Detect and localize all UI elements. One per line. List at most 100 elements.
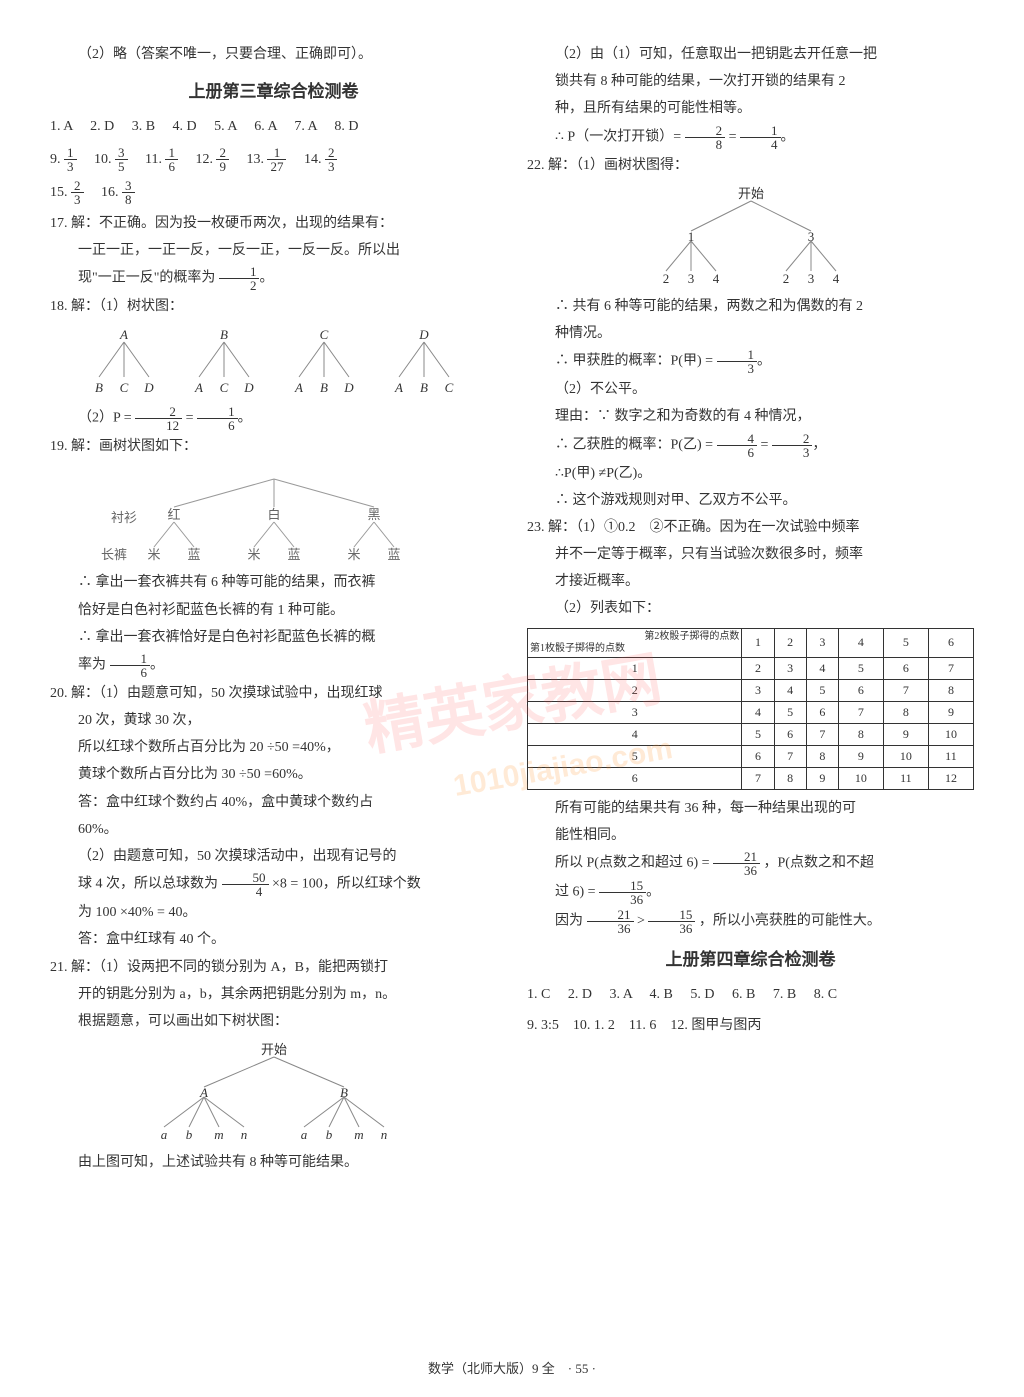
q23-e: 所有可能的结果共有 36 种，每一种结果出现的可: [527, 796, 974, 821]
svg-text:A: A: [119, 327, 128, 342]
q22-g: ∴ 乙获胜的概率：P(乙) = 46 = 23，: [527, 432, 974, 459]
q15-frac: 23: [71, 179, 84, 206]
col-h: 2: [774, 628, 806, 657]
q17-line1: 17. 解：不正确。因为投一枚硬币两次，出现的结果有：: [50, 211, 497, 236]
b7: 7. B: [773, 987, 796, 1002]
col-h: 6: [928, 628, 973, 657]
q23i-f2: 1536: [648, 908, 695, 935]
q22g-f1: 46: [717, 432, 758, 459]
q23g-pre: 所以 P(点数之和超过 6) =: [555, 856, 713, 871]
right-column: （2）由（1）可知，任意取出一把钥匙去开任意一把 锁共有 8 种可能的结果，一次…: [527, 40, 974, 1177]
q21-e: （2）由（1）可知，任意取出一把钥匙去开任意一把: [527, 42, 974, 67]
q20-h: 球 4 次，所以总球数为 504 ×8 = 100，所以红球个数: [50, 871, 497, 898]
q18b-f1: 212: [135, 405, 182, 432]
q21-g: 种，且所有结果的可能性相等。: [527, 96, 974, 121]
q21-tree: 开始 AB abmn abmn: [50, 1042, 497, 1142]
svg-text:a: a: [300, 1127, 307, 1142]
q14-frac: 23: [325, 146, 338, 173]
svg-text:b: b: [325, 1127, 332, 1142]
a3: 3. B: [132, 119, 155, 134]
q22d-pre: ∴ 甲获胜的概率：P(甲) =: [555, 354, 717, 369]
q23h-f: 1536: [599, 879, 646, 906]
q17-pre: 现"一正一反"的概率为: [78, 271, 215, 286]
svg-text:B: B: [220, 327, 228, 342]
svg-text:b: b: [185, 1127, 192, 1142]
fill-answers-1: 9. 13 10. 35 11. 16 12. 29 13. 127 14. 2…: [50, 145, 497, 176]
q12-frac: 29: [216, 146, 229, 173]
svg-text:B: B: [420, 380, 428, 395]
svg-text:2: 2: [782, 271, 789, 286]
q19-tree-svg: 衬衫 红白黑 长裤 米蓝 米蓝 米蓝: [84, 467, 464, 562]
q18-tree-svg: ABCD BCD ACD ABD ABC: [74, 327, 474, 397]
q22-a: 22. 解：（1）画树状图得：: [527, 153, 974, 178]
q20-d: 黄球个数所占百分比为 30 ÷50 =60%。: [50, 762, 497, 787]
a6: 6. A: [254, 119, 277, 134]
q18b-pre: （2）P =: [78, 411, 135, 426]
q19-c: 恰好是白色衬衫配蓝色长裤的有 1 种可能。: [50, 598, 497, 623]
svg-text:长裤: 长裤: [100, 547, 126, 562]
q21-h: ∴ P（一次打开锁）= 28 = 14。: [527, 124, 974, 151]
table-row: 567891011: [528, 745, 974, 767]
q18b-f2: 16: [197, 405, 238, 432]
q23-a: 23. 解：（1）①0.2 ②不正确。因为在一次试验中频率: [527, 515, 974, 540]
q21-a: 21. 解：（1）设两把不同的锁分别为 A，B，能把两锁打: [50, 955, 497, 980]
q20h-post: ×8 = 100，所以红球个数: [272, 877, 421, 892]
q22-h: ∴P(甲) ≠P(乙)。: [527, 461, 974, 486]
svg-text:D: D: [243, 380, 254, 395]
mc-answers: 1. A 2. D 3. B 4. D 5. A 6. A 7. A 8. D: [50, 112, 497, 143]
q16-frac: 38: [122, 179, 135, 206]
b4: 4. B: [650, 987, 673, 1002]
q22g-f2: 23: [772, 432, 813, 459]
svg-text:B: B: [320, 380, 328, 395]
table-row: 2345678: [528, 679, 974, 701]
q23-b: 并不一定等于概率，只有当试验次数很多时，频率: [527, 542, 974, 567]
b2: 2. D: [568, 987, 592, 1002]
b1: 1. C: [527, 987, 550, 1002]
a2: 2. D: [90, 119, 114, 134]
svg-text:3: 3: [687, 271, 694, 286]
svg-text:4: 4: [832, 271, 839, 286]
svg-text:3: 3: [807, 271, 814, 286]
q23-i: 因为 2136 > 1536 ，所以小亮获胜的可能性大。: [527, 908, 974, 935]
svg-text:C: C: [319, 327, 328, 342]
svg-text:3: 3: [807, 229, 814, 244]
q22-d: ∴ 甲获胜的概率：P(甲) = 13。: [527, 348, 974, 375]
svg-text:C: C: [219, 380, 228, 395]
table-row: 6789101112: [528, 767, 974, 789]
svg-text:C: C: [444, 380, 453, 395]
svg-text:A: A: [199, 1085, 208, 1100]
svg-text:2: 2: [662, 271, 669, 286]
mc2-answers: 1. C 2. D 3. A 4. B 5. D 6. B 7. B 8. C: [527, 980, 974, 1011]
svg-text:蓝: 蓝: [387, 547, 400, 562]
col-h: 3: [806, 628, 838, 657]
a1: 1. A: [50, 119, 73, 134]
svg-text:开始: 开始: [260, 1042, 286, 1057]
b5: 5. D: [690, 987, 714, 1002]
q23i-f1: 2136: [587, 908, 634, 935]
q21-b: 开的钥匙分别为 a，b，其余两把钥匙分别为 m，n。: [50, 982, 497, 1007]
q21h-f1: 28: [685, 124, 726, 151]
q20-f: 60%。: [50, 817, 497, 842]
q20h-pre: 球 4 次，所以总球数为: [78, 877, 218, 892]
svg-text:m: m: [214, 1127, 223, 1142]
q18-line1: 18. 解：（1）树状图：: [50, 294, 497, 319]
a8: 8. D: [334, 119, 358, 134]
col-h: 4: [838, 628, 883, 657]
q10-frac: 35: [115, 146, 128, 173]
svg-text:衬衫: 衬衫: [110, 510, 136, 525]
svg-text:n: n: [240, 1127, 247, 1142]
q21-tree-svg: 开始 AB abmn abmn: [124, 1042, 424, 1142]
page-content: （2）略（答案不唯一，只要合理、正确即可）。 上册第三章综合检测卷 1. A 2…: [50, 40, 974, 1177]
a7: 7. A: [294, 119, 317, 134]
q9-frac: 13: [64, 146, 77, 173]
left-column: （2）略（答案不唯一，只要合理、正确即可）。 上册第三章综合检测卷 1. A 2…: [50, 40, 497, 1177]
q20-c: 所以红球个数所占百分比为 20 ÷50 =40%，: [50, 735, 497, 760]
q23i-post: ，所以小亮获胜的可能性大。: [699, 914, 881, 929]
q13-frac: 127: [267, 146, 286, 173]
q22-e: （2）不公平。: [527, 377, 974, 402]
q21h-f2: 14: [740, 124, 781, 151]
svg-text:开始: 开始: [737, 186, 763, 201]
svg-text:D: D: [343, 380, 354, 395]
svg-text:蓝: 蓝: [287, 547, 300, 562]
svg-text:D: D: [143, 380, 154, 395]
